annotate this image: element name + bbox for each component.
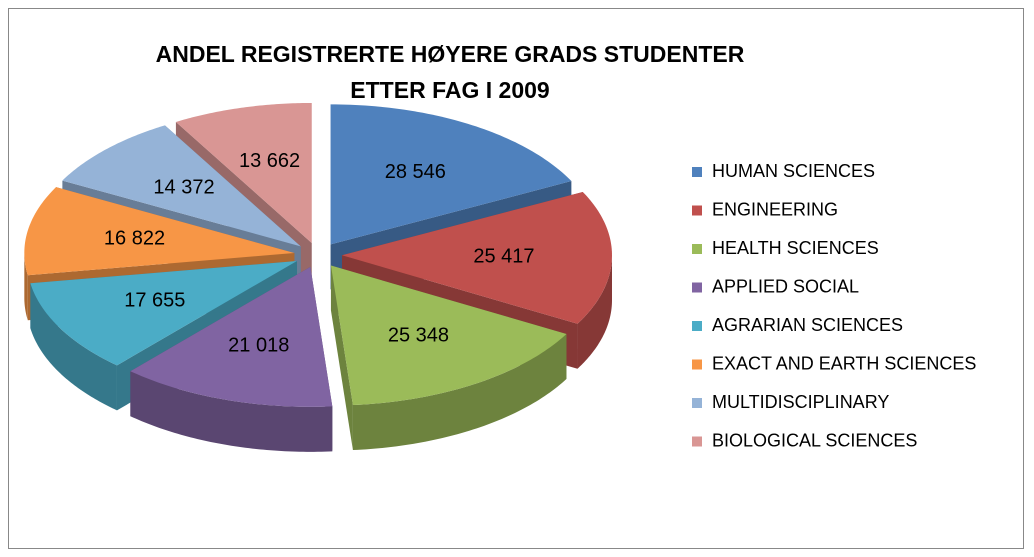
slice-side [352, 334, 567, 451]
slice-top [341, 191, 612, 324]
slice-top [24, 187, 295, 276]
data-label: 28 546 [385, 161, 446, 183]
slice-top [62, 125, 301, 247]
data-label: 25 417 [473, 245, 534, 267]
slice [130, 266, 333, 452]
chart-frame [8, 8, 1024, 549]
slice [330, 265, 567, 451]
legend-label: HUMAN SCIENCES [712, 161, 875, 181]
legend-label: HEALTH SCIENCES [712, 238, 879, 258]
legend-swatch [692, 167, 702, 177]
legend-swatch [692, 398, 702, 408]
legend-label: APPLIED SOCIAL [712, 276, 859, 296]
legend-swatch [692, 244, 702, 254]
slice-side [24, 252, 28, 321]
slice-side [130, 371, 333, 452]
legend-label: EXACT AND EARTH SCIENCES [712, 353, 976, 373]
data-label: 16 822 [104, 227, 165, 249]
slice-top [330, 265, 567, 406]
slice-cut [330, 265, 353, 451]
legend-swatch [692, 436, 702, 447]
slice-top [30, 260, 297, 366]
legend-swatch [692, 359, 702, 370]
slice-top [130, 266, 333, 407]
legend-swatch [692, 282, 702, 293]
slice-side [30, 283, 117, 411]
legend-label: MULTIDISCIPLINARY [712, 392, 889, 412]
data-label: 14 372 [153, 176, 214, 198]
legend-label: ENGINEERING [712, 199, 838, 219]
data-label: 17 655 [124, 290, 185, 312]
slice-top [330, 104, 572, 245]
slice-top [175, 102, 312, 243]
legend-label: BIOLOGICAL SCIENCES [712, 430, 917, 450]
data-label: 13 662 [239, 150, 300, 172]
legend-label: AGRARIAN SCIENCES [712, 315, 903, 335]
chart-title: ANDEL REGISTRERTE HØYERE GRADS STUDENTER… [155, 41, 745, 103]
data-label: 25 348 [388, 324, 449, 346]
legend-swatch [692, 205, 702, 216]
slice-side [577, 255, 612, 369]
data-label: 21 018 [228, 335, 289, 357]
legend-swatch [692, 321, 702, 331]
